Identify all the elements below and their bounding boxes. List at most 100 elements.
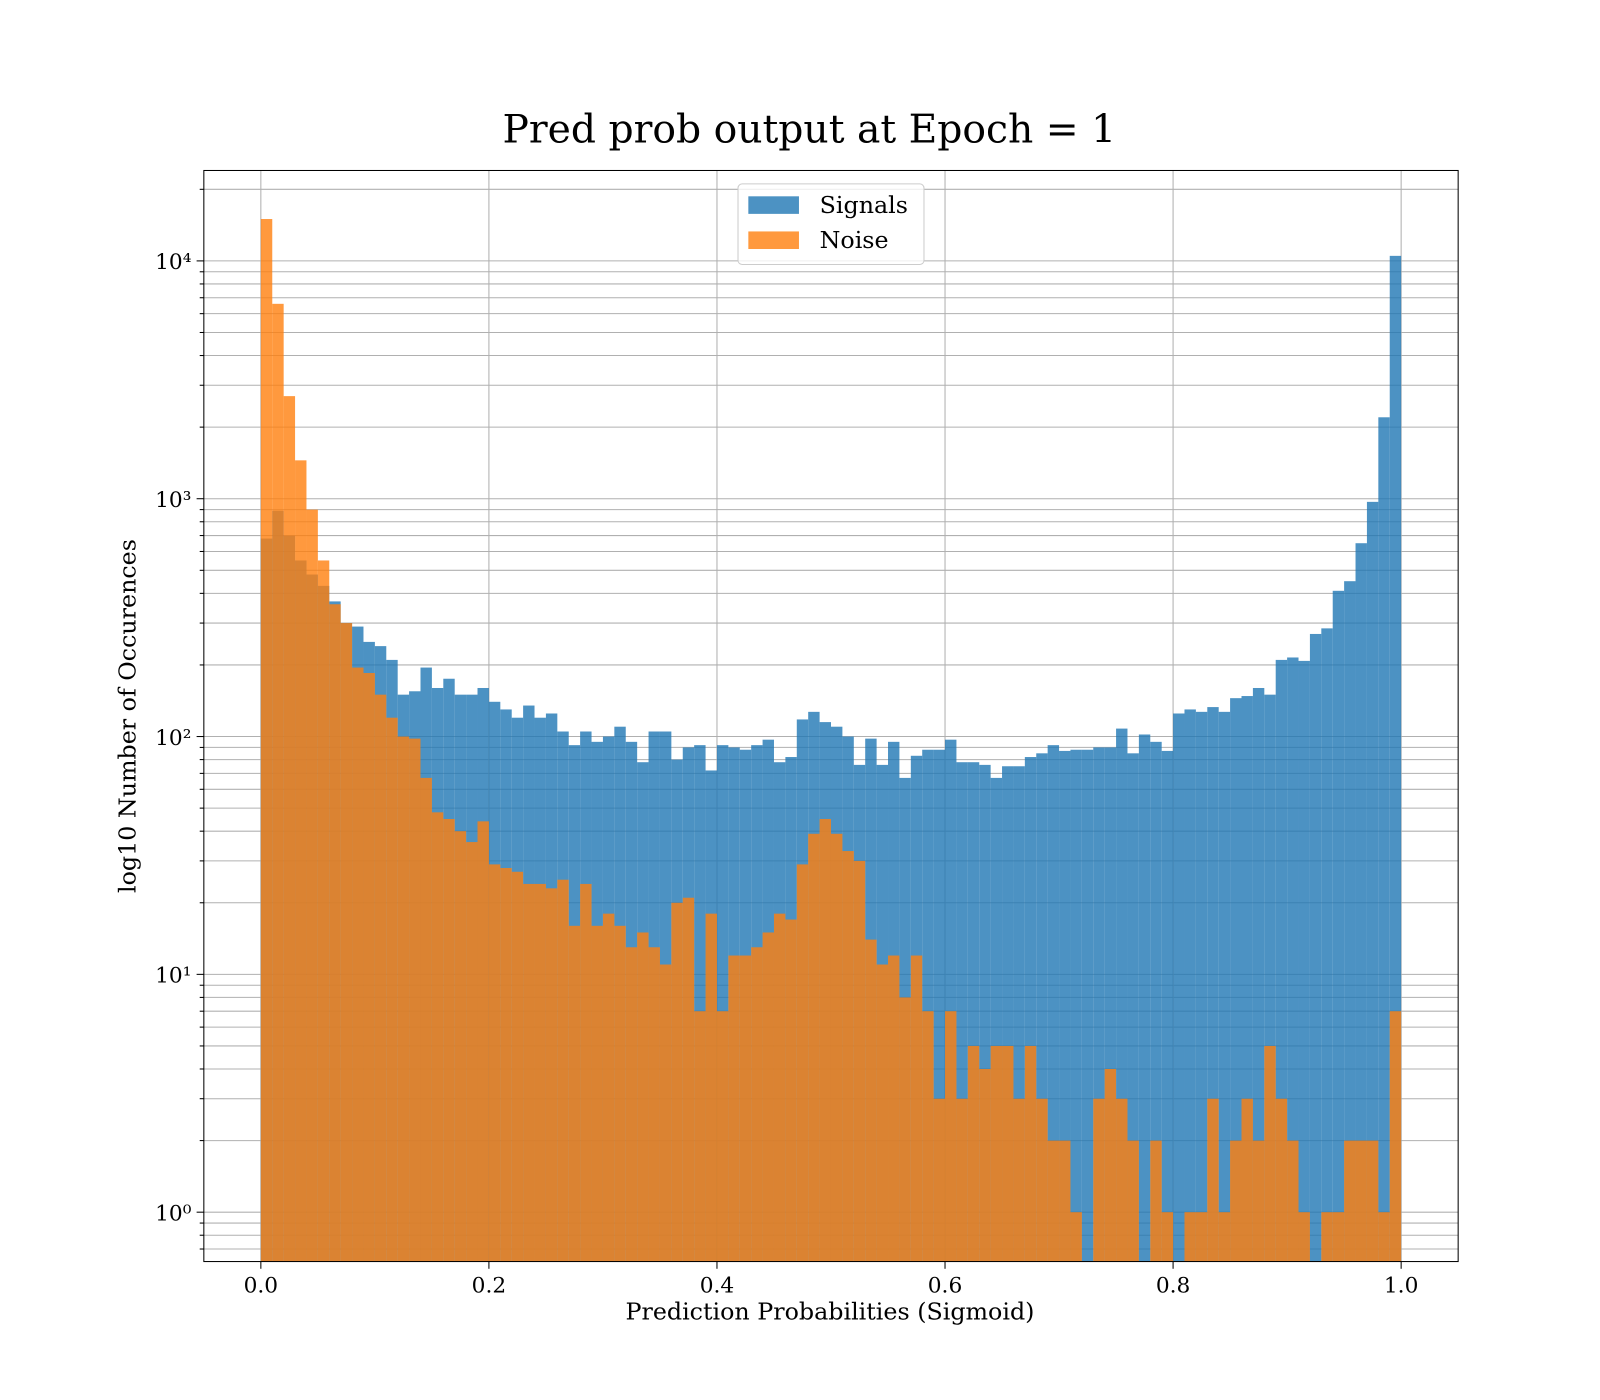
bar <box>1184 709 1196 1262</box>
x-tick-label: 0.2 <box>472 1274 507 1299</box>
bar <box>1241 696 1253 1262</box>
bar <box>568 925 581 1262</box>
bar <box>716 745 729 1262</box>
bar <box>1287 1140 1299 1262</box>
bar <box>466 842 478 1262</box>
bar <box>1013 766 1025 1262</box>
bar <box>1298 1212 1310 1262</box>
bar <box>1378 1212 1390 1262</box>
bar <box>1070 749 1082 1262</box>
bar <box>1241 1098 1253 1262</box>
bar <box>1161 1212 1174 1262</box>
bar <box>1366 501 1379 1262</box>
bar <box>1252 1140 1265 1262</box>
bar <box>648 947 660 1262</box>
bar <box>1195 1212 1208 1262</box>
bar <box>420 777 432 1262</box>
y-tick-label: 10¹ <box>155 964 191 989</box>
bar <box>1036 1098 1048 1262</box>
bar <box>808 833 820 1262</box>
bar <box>819 819 831 1262</box>
bar <box>409 738 421 1262</box>
bar <box>1207 1098 1219 1262</box>
bar <box>694 745 706 1262</box>
bar <box>295 460 307 1262</box>
chart-title: Pred prob output at Epoch = 1 <box>503 108 1117 153</box>
y-tick-label: 10⁴ <box>155 250 192 275</box>
bar <box>329 604 341 1262</box>
legend-label: Signals <box>820 191 908 219</box>
bar <box>842 851 854 1262</box>
bar <box>1275 659 1288 1262</box>
bar <box>1059 1140 1071 1262</box>
bar <box>637 932 649 1262</box>
y-tick-label: 10² <box>155 726 191 751</box>
bar <box>945 739 957 1262</box>
bar <box>1127 1140 1139 1262</box>
bar <box>1116 1098 1128 1262</box>
bar <box>1138 734 1151 1262</box>
bar <box>694 1011 706 1262</box>
x-tick-label: 0.6 <box>928 1274 963 1299</box>
y-tick-label: 10³ <box>155 488 191 513</box>
bar <box>716 1011 729 1262</box>
bar <box>1230 698 1242 1262</box>
bar <box>443 819 455 1262</box>
bar <box>876 964 889 1262</box>
bar <box>785 919 797 1262</box>
bar <box>602 913 615 1262</box>
bar <box>272 303 284 1262</box>
bar <box>979 1068 991 1262</box>
y-tick-label: 10⁰ <box>155 1201 192 1226</box>
bar <box>933 1098 946 1262</box>
bar <box>431 812 444 1262</box>
legend-swatch <box>748 231 799 250</box>
bar <box>1024 1045 1037 1262</box>
bar <box>1195 711 1208 1262</box>
bar <box>1002 1045 1014 1262</box>
bar <box>865 939 877 1262</box>
bar <box>990 1045 1003 1262</box>
bar <box>1309 633 1322 1262</box>
bar <box>1184 1212 1196 1262</box>
bar <box>545 888 558 1262</box>
bar <box>1378 417 1390 1262</box>
x-tick-label: 0.8 <box>1156 1274 1191 1299</box>
bar <box>260 219 273 1262</box>
bar <box>1230 1140 1242 1262</box>
bar <box>705 913 717 1262</box>
x-tick-label: 0.4 <box>700 1274 735 1299</box>
bar <box>922 1011 934 1262</box>
y-axis-label: log10 Number of Occurences <box>114 539 142 893</box>
bar <box>1264 694 1276 1262</box>
bar <box>511 871 524 1262</box>
bar <box>956 1098 968 1262</box>
bar <box>899 997 911 1262</box>
bar <box>945 1011 957 1262</box>
bar <box>967 762 980 1262</box>
bar <box>625 947 638 1262</box>
bar <box>1264 1045 1276 1262</box>
bar <box>1116 728 1128 1262</box>
bar <box>340 623 353 1262</box>
bar <box>1093 747 1105 1262</box>
bar <box>1389 1011 1402 1262</box>
bar <box>853 860 866 1262</box>
bar <box>1207 707 1219 1262</box>
bar <box>1332 1212 1345 1262</box>
bar <box>1036 753 1048 1262</box>
bar <box>557 879 569 1262</box>
bar <box>739 955 752 1262</box>
bar <box>1024 757 1037 1262</box>
bar <box>751 947 763 1262</box>
bar <box>1002 766 1014 1262</box>
bar <box>306 509 318 1262</box>
series-1 <box>260 219 1402 1262</box>
bar <box>1252 687 1265 1262</box>
bar <box>659 964 672 1262</box>
bar <box>363 673 375 1262</box>
bar <box>454 831 467 1262</box>
bar <box>1355 543 1367 1262</box>
